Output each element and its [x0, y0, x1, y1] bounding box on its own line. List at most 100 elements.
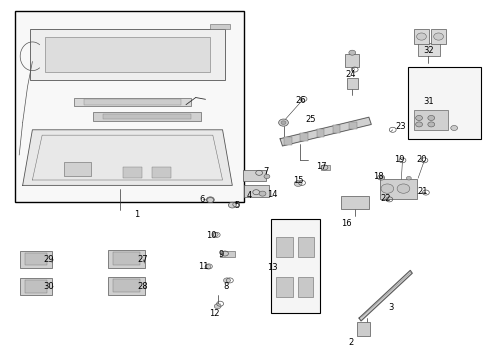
Bar — [345, 54, 358, 67]
Text: 30: 30 — [43, 282, 54, 291]
Bar — [113, 252, 140, 265]
Bar — [113, 279, 140, 292]
Text: 17: 17 — [315, 162, 325, 171]
Text: 20: 20 — [415, 155, 426, 164]
Circle shape — [214, 304, 221, 309]
Bar — [316, 129, 324, 137]
Text: 5: 5 — [234, 201, 239, 210]
Polygon shape — [22, 130, 232, 185]
Circle shape — [427, 116, 434, 121]
Circle shape — [281, 121, 285, 125]
Bar — [332, 125, 340, 133]
Text: 16: 16 — [341, 219, 351, 228]
Text: 25: 25 — [305, 115, 315, 124]
Bar — [74, 98, 190, 107]
Text: 15: 15 — [293, 176, 303, 185]
Circle shape — [212, 232, 218, 237]
Text: 12: 12 — [208, 309, 219, 318]
Bar — [298, 237, 313, 257]
Bar — [417, 42, 439, 56]
Text: 2: 2 — [347, 338, 353, 347]
Text: 3: 3 — [387, 303, 393, 312]
Polygon shape — [358, 270, 411, 321]
Text: 28: 28 — [138, 282, 148, 291]
Bar — [413, 30, 428, 44]
Text: 23: 23 — [394, 122, 405, 131]
Bar — [244, 185, 268, 197]
Circle shape — [259, 191, 265, 196]
Bar — [348, 122, 356, 129]
Text: 7: 7 — [263, 167, 268, 176]
Bar — [64, 162, 91, 176]
Circle shape — [450, 126, 457, 131]
Circle shape — [415, 116, 422, 121]
Bar — [25, 253, 47, 265]
Bar — [243, 170, 266, 181]
Text: 24: 24 — [345, 71, 355, 80]
Text: 11: 11 — [198, 262, 208, 271]
Text: 19: 19 — [393, 155, 404, 164]
Circle shape — [294, 181, 302, 186]
Polygon shape — [280, 117, 370, 146]
Bar — [300, 133, 307, 141]
Circle shape — [379, 176, 384, 180]
Circle shape — [433, 33, 443, 40]
Text: 32: 32 — [422, 46, 433, 55]
Bar — [340, 196, 368, 210]
Text: 21: 21 — [417, 187, 427, 196]
Circle shape — [416, 33, 426, 40]
Circle shape — [396, 184, 409, 193]
Bar — [276, 237, 293, 257]
Bar — [44, 37, 210, 72]
Bar — [20, 278, 52, 296]
Circle shape — [427, 122, 434, 127]
Bar — [346, 78, 357, 89]
Bar — [210, 24, 229, 30]
Text: 29: 29 — [43, 255, 54, 264]
Bar — [93, 112, 200, 121]
Text: 8: 8 — [223, 282, 228, 291]
Text: 1: 1 — [133, 210, 139, 219]
Bar — [15, 12, 244, 202]
Bar — [220, 251, 234, 257]
Circle shape — [223, 278, 230, 283]
Bar — [152, 167, 171, 178]
Circle shape — [278, 119, 288, 126]
Bar — [413, 110, 447, 130]
Bar — [108, 250, 144, 268]
Bar — [276, 277, 293, 297]
Circle shape — [406, 176, 410, 180]
Bar — [356, 322, 369, 336]
Bar — [407, 67, 480, 139]
Text: 9: 9 — [218, 250, 224, 259]
Circle shape — [415, 122, 422, 127]
Circle shape — [264, 174, 269, 179]
Text: 26: 26 — [295, 96, 305, 105]
Bar — [284, 137, 291, 145]
Circle shape — [380, 184, 393, 193]
Text: 6: 6 — [199, 195, 204, 204]
Circle shape — [206, 197, 214, 203]
Circle shape — [228, 202, 236, 208]
Bar — [379, 179, 416, 199]
Bar — [103, 114, 190, 119]
Bar — [122, 167, 142, 178]
Text: 22: 22 — [380, 194, 390, 203]
Text: 27: 27 — [138, 255, 148, 264]
Text: 31: 31 — [423, 97, 433, 106]
Bar — [20, 251, 52, 268]
Circle shape — [204, 265, 210, 269]
Bar — [108, 277, 144, 295]
Bar — [320, 165, 330, 170]
Text: 10: 10 — [206, 231, 217, 240]
Bar — [83, 99, 181, 105]
Bar — [25, 280, 47, 293]
Text: 14: 14 — [267, 190, 278, 199]
Circle shape — [348, 50, 355, 55]
Bar — [30, 30, 224, 80]
Text: 18: 18 — [372, 172, 383, 181]
Text: 13: 13 — [266, 264, 277, 273]
Bar — [298, 277, 312, 297]
Text: 4: 4 — [246, 190, 251, 199]
Bar — [430, 30, 445, 44]
